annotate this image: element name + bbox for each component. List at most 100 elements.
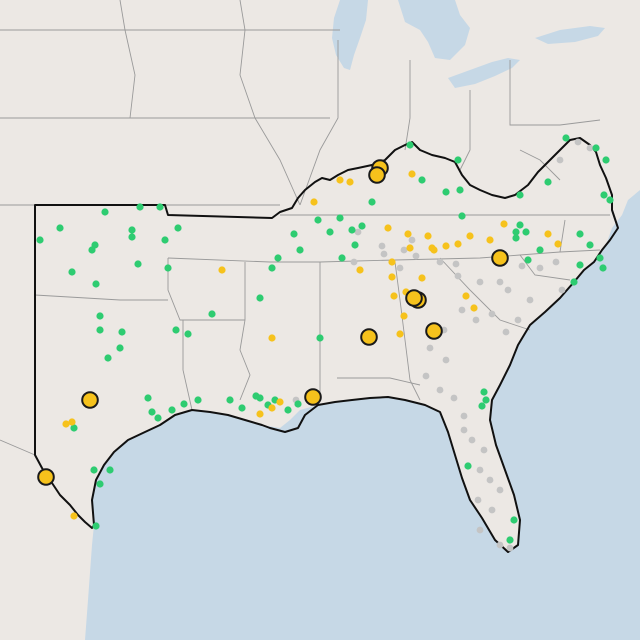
green-site-marker[interactable]: [164, 264, 172, 272]
yellow-site-marker[interactable]: [400, 312, 408, 320]
yellow-site-marker[interactable]: [404, 230, 412, 238]
green-site-marker[interactable]: [464, 462, 472, 470]
gray-site-marker[interactable]: [412, 252, 420, 260]
gray-site-marker[interactable]: [558, 286, 566, 294]
green-site-marker[interactable]: [144, 394, 152, 402]
green-site-marker[interactable]: [172, 326, 180, 334]
green-site-marker[interactable]: [148, 408, 156, 416]
gray-site-marker[interactable]: [556, 156, 564, 164]
green-site-marker[interactable]: [316, 334, 324, 342]
gray-site-marker[interactable]: [350, 258, 358, 266]
green-site-marker[interactable]: [600, 191, 608, 199]
green-site-marker[interactable]: [238, 404, 246, 412]
gray-site-marker[interactable]: [400, 246, 408, 254]
gray-site-marker[interactable]: [526, 296, 534, 304]
large-yellow-marker[interactable]: [425, 322, 443, 340]
green-site-marker[interactable]: [56, 224, 64, 232]
gray-site-marker[interactable]: [454, 272, 462, 280]
green-site-marker[interactable]: [104, 354, 112, 362]
yellow-site-marker[interactable]: [346, 178, 354, 186]
gray-site-marker[interactable]: [436, 258, 444, 266]
green-site-marker[interactable]: [106, 466, 114, 474]
green-site-marker[interactable]: [599, 264, 607, 272]
green-site-marker[interactable]: [576, 261, 584, 269]
gray-site-marker[interactable]: [476, 466, 484, 474]
yellow-site-marker[interactable]: [388, 258, 396, 266]
green-site-marker[interactable]: [294, 400, 302, 408]
gray-site-marker[interactable]: [502, 328, 510, 336]
green-site-marker[interactable]: [326, 228, 334, 236]
green-site-marker[interactable]: [226, 396, 234, 404]
gray-site-marker[interactable]: [460, 412, 468, 420]
gray-site-marker[interactable]: [480, 446, 488, 454]
yellow-site-marker[interactable]: [454, 240, 462, 248]
green-site-marker[interactable]: [368, 198, 376, 206]
green-site-marker[interactable]: [506, 536, 514, 544]
yellow-site-marker[interactable]: [268, 404, 276, 412]
green-site-marker[interactable]: [128, 226, 136, 234]
green-site-marker[interactable]: [268, 264, 276, 272]
green-site-marker[interactable]: [358, 222, 366, 230]
yellow-site-marker[interactable]: [544, 230, 552, 238]
green-site-marker[interactable]: [116, 344, 124, 352]
gray-site-marker[interactable]: [476, 526, 484, 534]
gray-site-marker[interactable]: [476, 278, 484, 286]
green-site-marker[interactable]: [168, 406, 176, 414]
green-site-marker[interactable]: [101, 208, 109, 216]
site-markers[interactable]: [36, 134, 614, 552]
yellow-site-marker[interactable]: [356, 266, 364, 274]
green-site-marker[interactable]: [68, 268, 76, 276]
yellow-site-marker[interactable]: [384, 224, 392, 232]
green-site-marker[interactable]: [96, 480, 104, 488]
green-site-marker[interactable]: [351, 241, 359, 249]
green-site-marker[interactable]: [512, 234, 520, 242]
gray-site-marker[interactable]: [378, 242, 386, 250]
gray-site-marker[interactable]: [488, 506, 496, 514]
gray-site-marker[interactable]: [396, 264, 404, 272]
yellow-site-marker[interactable]: [218, 266, 226, 274]
green-site-marker[interactable]: [314, 216, 322, 224]
green-site-marker[interactable]: [606, 196, 614, 204]
green-site-marker[interactable]: [570, 278, 578, 286]
large-yellow-marker[interactable]: [304, 388, 322, 406]
green-site-marker[interactable]: [156, 203, 164, 211]
gray-site-marker[interactable]: [468, 436, 476, 444]
yellow-site-marker[interactable]: [408, 170, 416, 178]
gray-site-marker[interactable]: [458, 306, 466, 314]
green-site-marker[interactable]: [184, 330, 192, 338]
green-site-marker[interactable]: [284, 406, 292, 414]
gray-site-marker[interactable]: [380, 250, 388, 258]
green-site-marker[interactable]: [274, 254, 282, 262]
green-site-marker[interactable]: [592, 144, 600, 152]
green-site-marker[interactable]: [256, 294, 264, 302]
green-site-marker[interactable]: [348, 226, 356, 234]
green-site-marker[interactable]: [602, 156, 610, 164]
yellow-site-marker[interactable]: [430, 246, 438, 254]
green-site-marker[interactable]: [92, 280, 100, 288]
gray-site-marker[interactable]: [514, 316, 522, 324]
green-site-marker[interactable]: [154, 414, 162, 422]
gray-site-marker[interactable]: [422, 372, 430, 380]
large-yellow-marker[interactable]: [81, 391, 99, 409]
large-yellow-marker[interactable]: [37, 468, 55, 486]
yellow-site-marker[interactable]: [466, 232, 474, 240]
green-site-marker[interactable]: [296, 246, 304, 254]
yellow-site-marker[interactable]: [406, 244, 414, 252]
green-site-marker[interactable]: [96, 326, 104, 334]
gray-site-marker[interactable]: [426, 344, 434, 352]
gray-site-marker[interactable]: [496, 278, 504, 286]
yellow-site-marker[interactable]: [256, 410, 264, 418]
green-site-marker[interactable]: [458, 212, 466, 220]
green-site-marker[interactable]: [174, 224, 182, 232]
green-site-marker[interactable]: [536, 246, 544, 254]
yellow-site-marker[interactable]: [500, 220, 508, 228]
gray-site-marker[interactable]: [586, 144, 594, 152]
green-site-marker[interactable]: [478, 402, 486, 410]
green-site-marker[interactable]: [562, 134, 570, 142]
green-site-marker[interactable]: [524, 256, 532, 264]
gray-site-marker[interactable]: [450, 394, 458, 402]
green-site-marker[interactable]: [134, 260, 142, 268]
green-site-marker[interactable]: [406, 141, 414, 149]
green-site-marker[interactable]: [512, 228, 520, 236]
